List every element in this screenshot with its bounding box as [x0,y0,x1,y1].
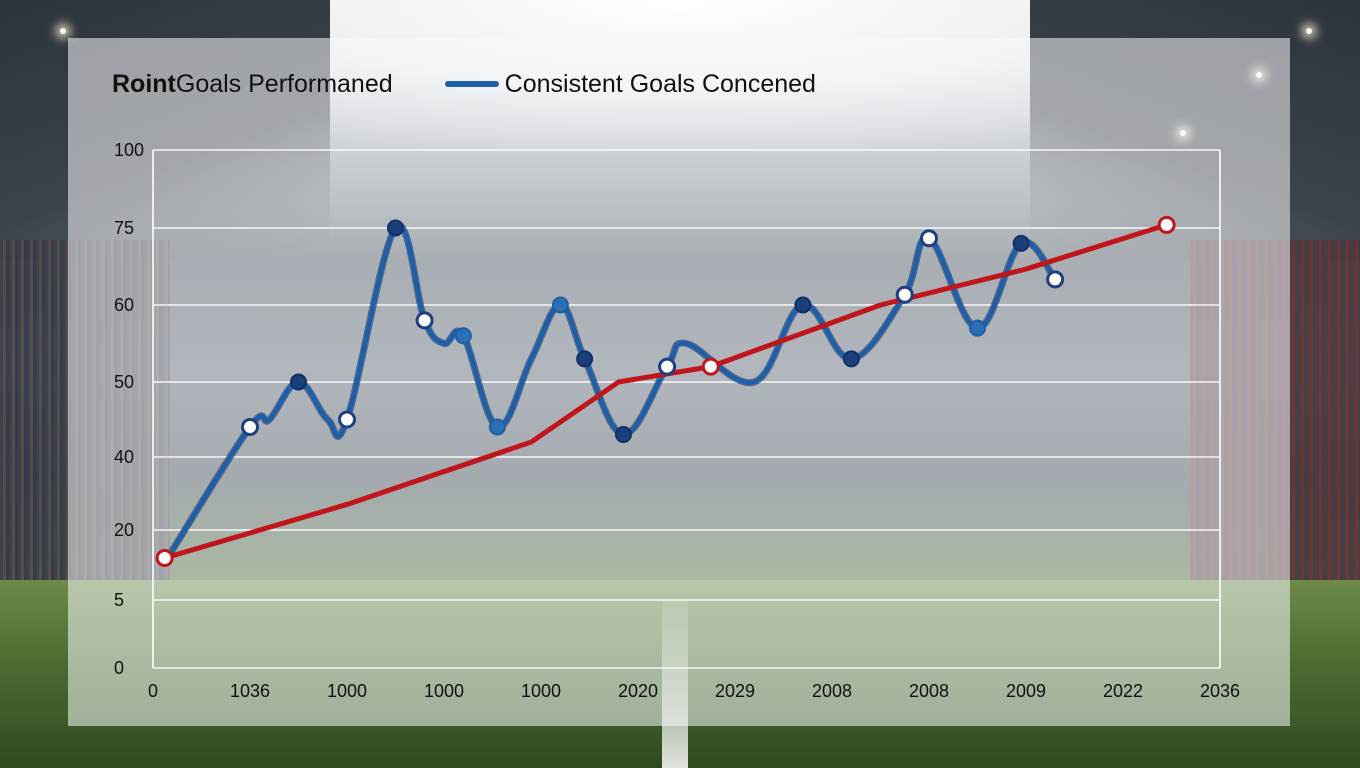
data-point-marker [614,426,632,443]
x-tick-label: 2022 [1103,681,1143,701]
data-point-marker [551,296,569,314]
data-point-marker [701,357,720,376]
y-tick-label: 100 [114,140,144,160]
x-tick-label: 1000 [521,681,561,701]
data-point-marker [576,350,594,368]
x-tick-label: 2020 [618,681,658,701]
x-axis-ticks: 0 1036 1000 1000 1000 2020 2029 2008 2008 2009 202… [148,681,1240,701]
legend-label: Consistent Goals Concened [504,69,816,98]
legend-swatch [444,81,499,87]
x-tick-label: 1000 [327,681,367,701]
x-tick-label: 2008 [909,681,949,701]
y-tick-label: 20 [114,520,134,540]
x-tick-label: 1036 [230,681,270,701]
chart-legend: Roint Goals Performaned Consistent Goals… [112,66,816,102]
data-point-marker [1012,234,1030,252]
data-point-marker [842,350,860,368]
legend-label: Goals Performaned [175,69,393,98]
data-point-marker [895,285,914,304]
y-tick-label: 75 [114,218,134,238]
data-point-marker [920,229,938,248]
x-tick-label: 2008 [812,681,852,701]
data-point-marker [969,319,986,337]
data-point-marker [241,418,259,436]
data-point-marker [1046,270,1065,289]
grid-lines [153,149,1220,669]
x-tick-label: 0 [148,681,158,701]
series-line-red [162,222,1170,561]
y-tick-label: 50 [114,372,134,392]
y-tick-label: 0 [114,658,124,678]
data-point-marker [155,549,174,567]
data-point-marker [415,311,434,330]
floodlight [1306,28,1312,34]
floodlight [60,28,66,34]
y-tick-label: 60 [114,295,134,315]
x-tick-label: 2036 [1200,681,1240,701]
data-point-marker [658,357,677,376]
data-point-marker [338,410,356,429]
legend-label-bold: Roint [112,69,176,98]
legend-entry-points: Roint Goals Performaned [112,70,393,99]
legend-entry-conceded: Consistent Goals Concened [444,69,816,99]
data-point-marker [290,373,307,391]
data-point-marker [488,418,506,436]
x-tick-label: 1000 [424,681,464,701]
series-line-blue [165,223,1058,561]
y-tick-label: 40 [114,447,134,467]
data-point-marker [454,327,472,345]
data-point-marker [1157,215,1176,234]
data-point-marker [794,296,812,314]
y-tick-label: 5 [114,590,124,610]
series-line-shadow [164,222,1059,562]
series-markers [155,215,1176,567]
chart-axes [152,150,1221,668]
data-point-marker [387,219,404,237]
x-tick-label: 2029 [715,681,755,701]
x-tick-label: 2009 [1006,681,1046,701]
series-lines [162,222,1170,562]
